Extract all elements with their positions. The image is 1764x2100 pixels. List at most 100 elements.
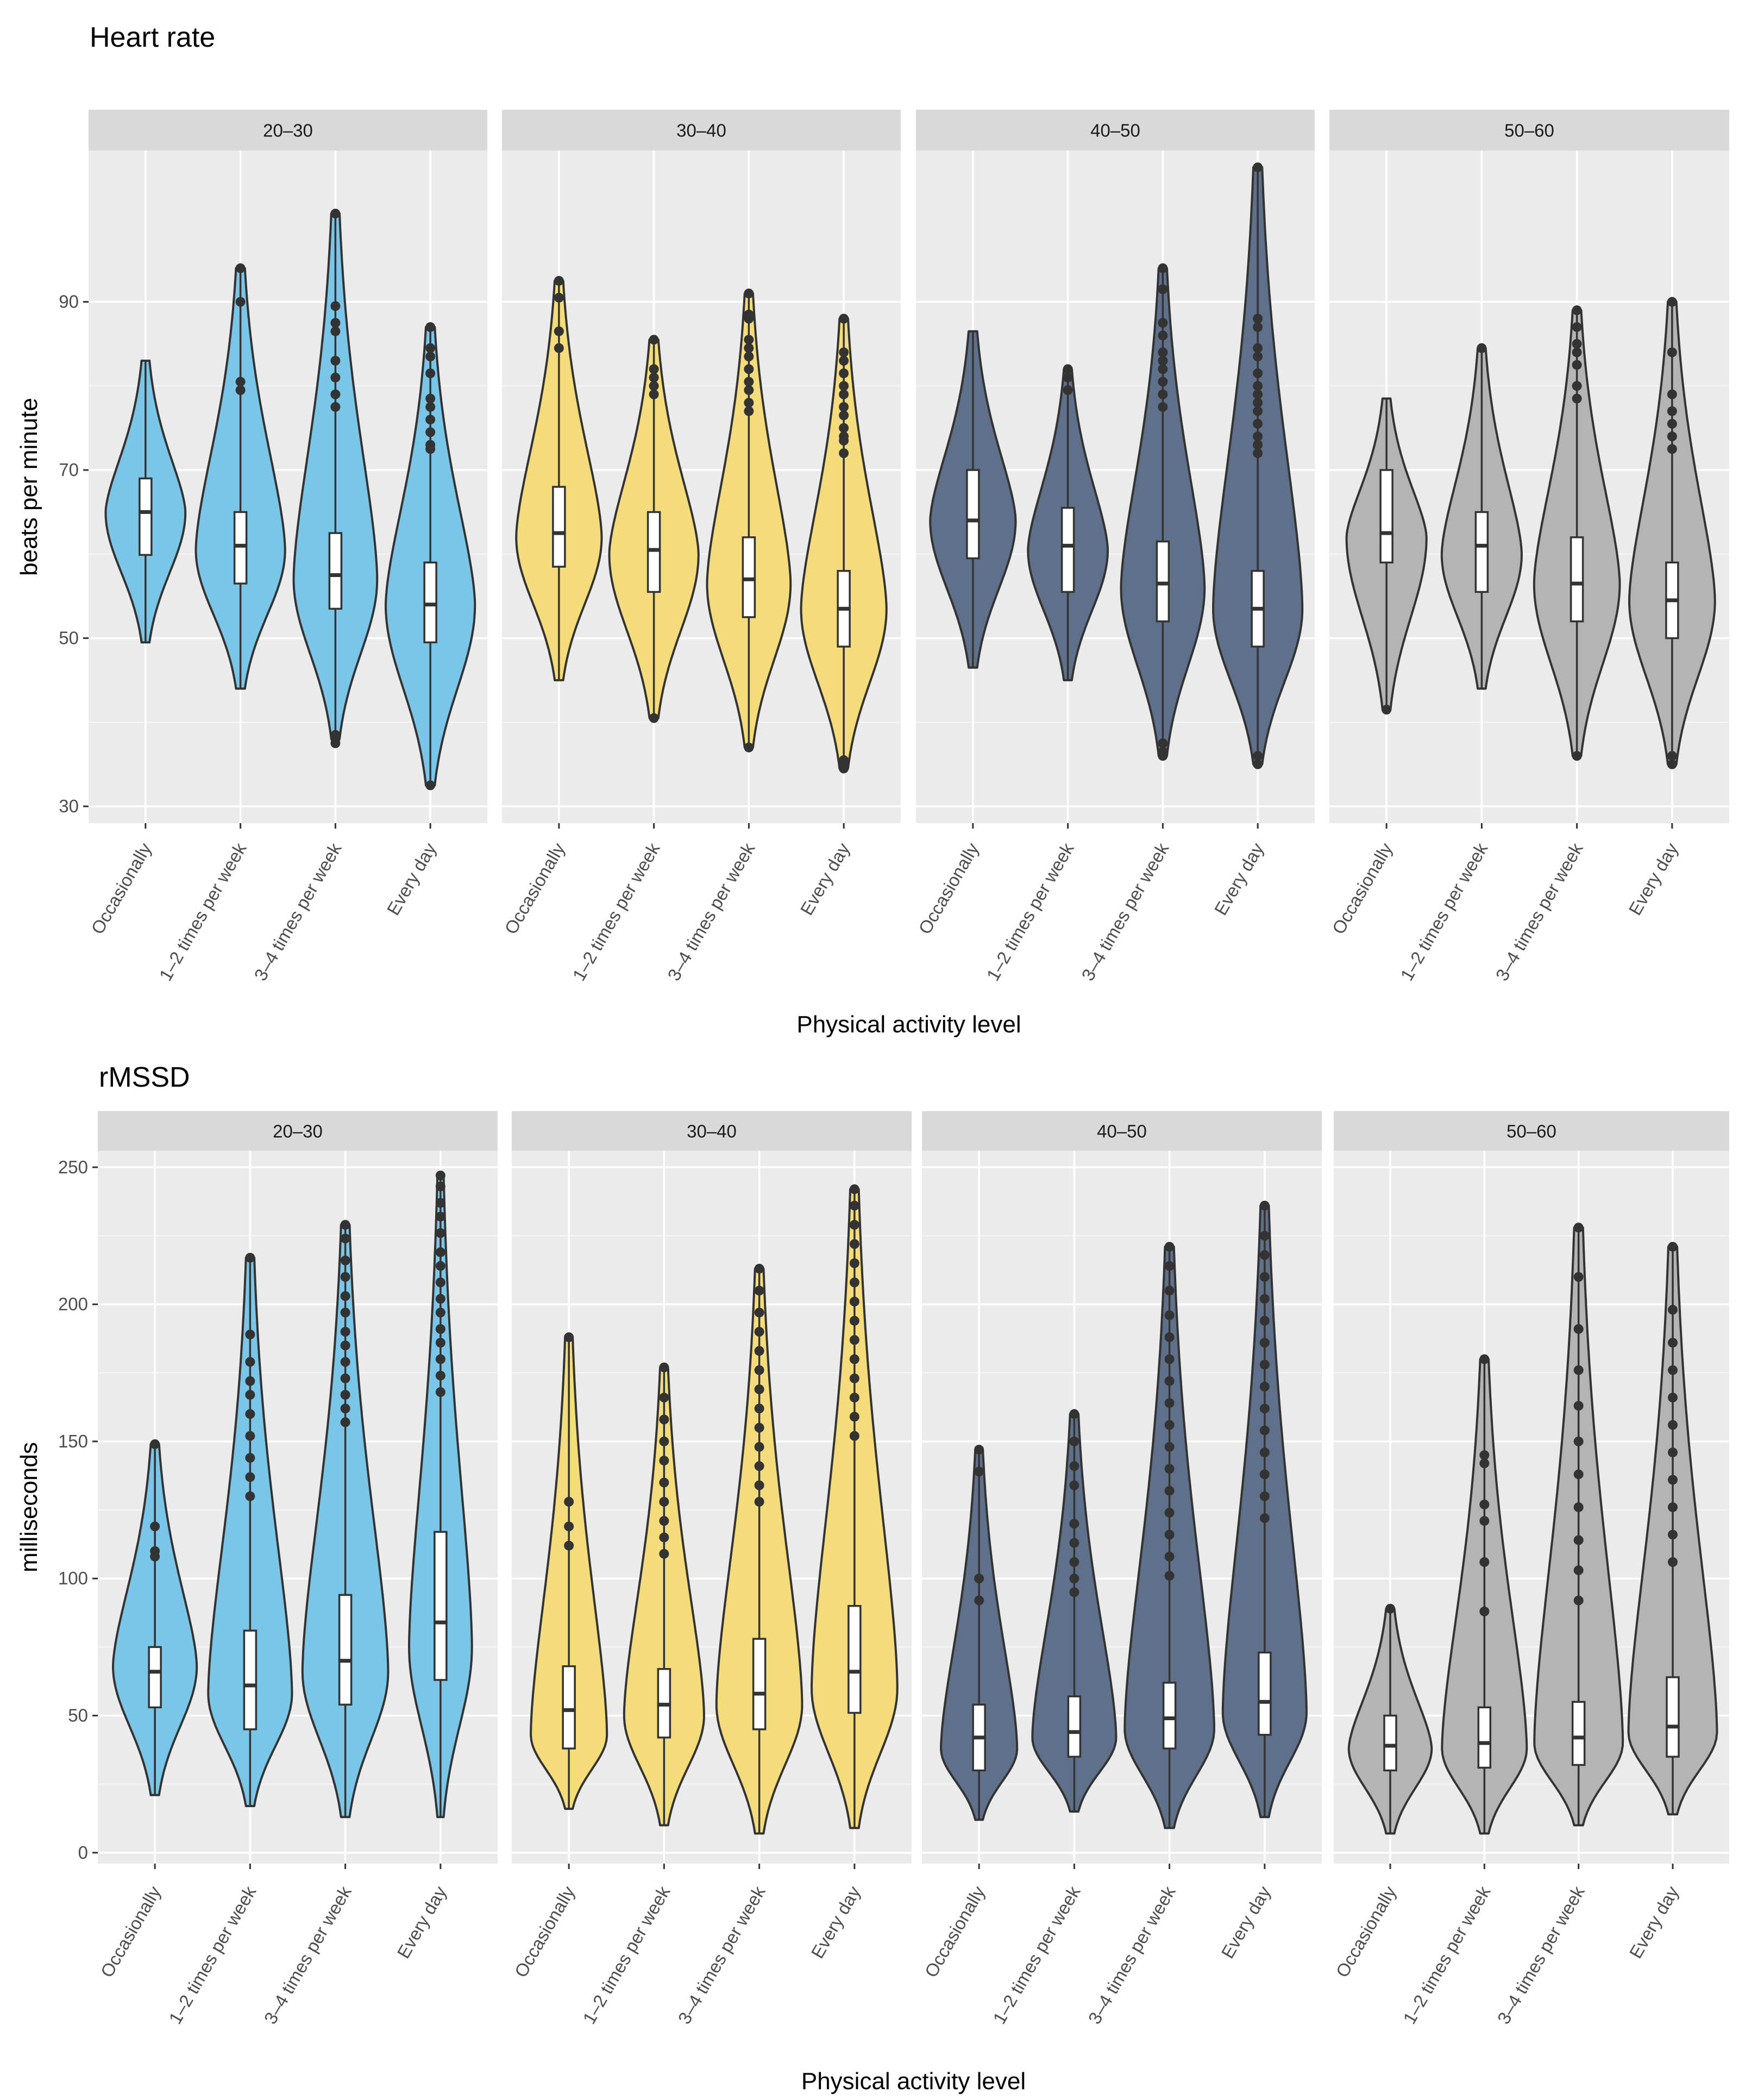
chart-rmssd-y-tick-label: 0 <box>78 1842 88 1863</box>
chart-rmssd-facet-50-60-x-tick-label-3-4-times-per-week: 3–4 times per week <box>1493 1883 1589 2028</box>
chart-heart-rate-facet-50-60-occasionally-box <box>1379 469 1393 564</box>
chart-rmssd-facet-30-40-1-2-times-per-week-violin-group <box>623 1362 705 1827</box>
chart-rmssd-facet-20-30-1-2-times-per-week-violin-group <box>207 1252 293 1807</box>
chart-rmssd-facet-50-60-3-4-times-per-week-outlier-point <box>1573 1324 1584 1334</box>
chart-heart-rate-x-axis-title: Physical activity level <box>796 1011 1021 1038</box>
chart-heart-rate-facet-50-60-1-2-times-per-week-box <box>1474 511 1489 593</box>
chart-rmssd-facet-50-60-strip-label: 50–60 <box>1506 1121 1556 1142</box>
chart-rmssd-facet-50-60-every-day-outlier-point <box>1668 1502 1678 1512</box>
chart-rmssd-facet-20-30-occasionally-box <box>148 1646 162 1709</box>
chart-rmssd-y-tick-label: 150 <box>58 1431 88 1451</box>
chart-rmssd-facet-20-30-3-4-times-per-week-outlier-point <box>340 1390 350 1400</box>
chart-rmssd-facet-50-60-every-day-outlier-point <box>1668 1557 1678 1567</box>
chart-heart-rate-facet-20-30-1-2-times-per-week-violin-group <box>194 263 286 690</box>
chart-rmssd-facet-30-40-x-tick-label-occasionally: Occasionally <box>511 1883 579 1981</box>
chart-heart-rate-facet-50-60-3-4-times-per-week-outlier-point <box>1572 347 1582 358</box>
chart-heart-rate-facet-20-30-1-2-times-per-week-outlier-point <box>235 385 246 396</box>
chart-heart-rate-facet-40-50-3-4-times-per-week-violin-group <box>1120 263 1206 761</box>
chart-rmssd-facet-20-30-3-4-times-per-week-outlier-point <box>340 1220 350 1230</box>
chart-heart-rate-facet-40-50-occasionally-violin-group <box>929 330 1017 669</box>
chart-rmssd-facet-50-60-every-day-outlier-point <box>1668 1475 1678 1485</box>
chart-heart-rate-facet-50-60-every-day-outlier-point <box>1667 418 1677 429</box>
chart-rmssd-facet-20-30-every-day-outlier-point <box>435 1261 445 1271</box>
chart-rmssd-facet-20-30-occasionally-outlier-point <box>150 1551 160 1562</box>
chart-heart-rate-facet-30-40-3-4-times-per-week-outlier-point <box>744 343 754 353</box>
chart-rmssd-facet-20-30-3-4-times-per-week-outlier-point <box>340 1233 350 1244</box>
chart-rmssd-facet-30-40-3-4-times-per-week-violin-group <box>715 1263 803 1835</box>
chart-heart-rate-facet-50-60-3-4-times-per-week-outlier-point <box>1572 305 1582 316</box>
chart-rmssd-facet-50-60-every-day-outlier-point <box>1668 1529 1678 1540</box>
chart-heart-rate-facet-40-50-every-day-outlier-point <box>1253 759 1263 769</box>
chart-heart-rate-facet-20-30-every-day-outlier-point <box>425 444 436 454</box>
chart-rmssd-facet-20-30-3-4-times-per-week-outlier-point <box>340 1272 350 1282</box>
chart-rmssd-facet-30-40-strip <box>512 1111 912 1151</box>
chart-rmssd-facet-40-50-strip <box>922 1111 1322 1151</box>
chart-heart-rate-facet-30-40-every-day-outlier-point <box>839 402 849 412</box>
chart-heart-rate-facet-20-30-x-tick-label-1-2-times-per-week: 1–2 times per week <box>155 839 250 985</box>
chart-rmssd-facet-40-50-occasionally-outlier-point <box>974 1595 984 1606</box>
chart-rmssd-facet-30-40-3-4-times-per-week-outlier-point <box>754 1496 764 1507</box>
chart-rmssd-facet-50-60-3-4-times-per-week-outlier-point <box>1573 1565 1584 1576</box>
chart-rmssd-facet-30-40-occasionally-outlier-point <box>564 1496 574 1507</box>
chart-rmssd-facet-40-50-every-day-outlier-point <box>1259 1231 1270 1241</box>
chart-heart-rate-facet-50-60-every-day-outlier-point <box>1667 389 1677 399</box>
chart-rmssd-facet-40-50-x-tick-label-1-2-times-per-week: 1–2 times per week <box>989 1883 1084 2028</box>
chart-rmssd-facet-30-40-3-4-times-per-week-outlier-point <box>754 1441 764 1452</box>
chart-heart-rate-facet-50-60-x-tick-label-1-2-times-per-week: 1–2 times per week <box>1396 839 1491 985</box>
chart-rmssd-facet-20-30-every-day-outlier-point <box>435 1198 445 1208</box>
chart-heart-rate-facet-50-60-every-day-violin-group <box>1628 297 1716 769</box>
chart-heart-rate-facet-40-50-1-2-times-per-week-box <box>1060 506 1075 593</box>
chart-rmssd-facet-30-40-every-day-outlier-point <box>849 1239 859 1249</box>
chart-heart-rate-facet-40-50-every-day-outlier-point <box>1253 431 1263 442</box>
chart-rmssd-facet-30-40-1-2-times-per-week-outlier-point <box>659 1549 669 1559</box>
chart-rmssd-facet-20-30-3-4-times-per-week-violin-group <box>301 1220 390 1819</box>
chart-rmssd-facet-30-40-1-2-times-per-week-outlier-point <box>659 1436 669 1446</box>
chart-rmssd-facet-40-50-strip-label: 40–50 <box>1097 1121 1147 1142</box>
chart-heart-rate-facet-30-40: 30–40 Occasionally 1–2 times per week 3–4 t… <box>500 110 901 984</box>
chart-heart-rate-facet-50-60-occasionally-violin-group <box>1345 397 1428 715</box>
chart-heart-rate-facet-50-60-3-4-times-per-week-outlier-point <box>1572 381 1582 391</box>
chart-rmssd-facet-40-50-1-2-times-per-week-outlier-point <box>1069 1519 1079 1529</box>
chart-heart-rate-y-tick-label: 90 <box>59 292 79 312</box>
chart-heart-rate-facet-20-30-1-2-times-per-week-outlier-point <box>235 297 246 307</box>
chart-rmssd-facet-20-30-1-2-times-per-week-outlier-point <box>245 1252 255 1263</box>
chart-heart-rate-facet-40-50-strip <box>916 110 1315 151</box>
chart-rmssd-facet-20-30-3-4-times-per-week-outlier-point <box>340 1417 350 1427</box>
chart-rmssd-facet-20-30-occasionally-outlier-point <box>150 1439 160 1449</box>
chart-rmssd-facet-30-40-x-tick-label-3-4-times-per-week: 3–4 times per week <box>674 1883 769 2028</box>
chart-heart-rate-facet-20-30-1-2-times-per-week-outlier-point <box>235 377 246 387</box>
chart-rmssd-facet-50-60-3-4-times-per-week-outlier-point <box>1573 1272 1584 1282</box>
chart-rmssd-facet-40-50-3-4-times-per-week-box <box>1162 1682 1177 1750</box>
chart-rmssd-facet-40-50-every-day-box <box>1258 1651 1272 1736</box>
chart-rmssd-facet-40-50-occasionally-outlier-point <box>974 1445 984 1455</box>
chart-heart-rate-facet-40-50-3-4-times-per-week-outlier-point <box>1158 738 1168 748</box>
chart-heart-rate-facet-20-30-3-4-times-per-week-outlier-point <box>330 318 341 328</box>
chart-rmssd-facet-30-40-every-day-outlier-point <box>849 1184 859 1194</box>
chart-rmssd-facet-30-40-occasionally-violin-group <box>530 1332 608 1810</box>
chart-rmssd-facet-30-40-every-day-outlier-point <box>849 1354 859 1364</box>
chart-rmssd-facet-30-40-every-day-outlier-point <box>849 1296 859 1307</box>
chart-heart-rate-facet-30-40-3-4-times-per-week-outlier-point <box>744 385 754 396</box>
chart-heart-rate-facet-40-50-1-2-times-per-week-outlier-point <box>1063 372 1073 383</box>
chart-heart-rate-y-tick-label: 30 <box>59 796 79 816</box>
chart-rmssd-facet-30-40-x-tick-label-every-day: Every day <box>807 1883 865 1962</box>
chart-heart-rate-facet-40-50-every-day-outlier-point <box>1253 381 1263 391</box>
chart-rmssd-facet-50-60-3-4-times-per-week-outlier-point <box>1573 1436 1584 1446</box>
chart-heart-rate-facet-40-50-every-day-outlier-point <box>1253 418 1263 429</box>
chart-heart-rate-facet-50-60-strip <box>1329 110 1729 151</box>
chart-heart-rate-facet-20-30-every-day-outlier-point <box>425 393 436 404</box>
chart-heart-rate-facet-50-60-3-4-times-per-week-outlier-point <box>1572 393 1582 404</box>
chart-heart-rate-facet-20-30-every-day-outlier-point <box>425 427 436 437</box>
chart-heart-rate-facet-40-50-1-2-times-per-week-outlier-point <box>1063 385 1073 396</box>
chart-heart-rate-facet-40-50-every-day-outlier-point <box>1253 398 1263 408</box>
chart-heart-rate-facet-40-50-x-tick-label-occasionally: Occasionally <box>914 839 983 938</box>
chart-heart-rate-facet-40-50-every-day-outlier-point <box>1253 368 1263 379</box>
chart-rmssd-facet-40-50-every-day-outlier-point <box>1259 1294 1270 1304</box>
chart-heart-rate-facet-30-40-occasionally-outlier-point <box>554 326 564 336</box>
chart-rmssd-facet-30-40-1-2-times-per-week-outlier-point <box>659 1532 669 1543</box>
chart-rmssd-facet-30-40-every-day-outlier-point <box>849 1393 859 1403</box>
chart-rmssd-facet-40-50-1-2-times-per-week-outlier-point <box>1069 1436 1079 1446</box>
chart-rmssd-facet-50-60-x-tick-label-1-2-times-per-week: 1–2 times per week <box>1399 1883 1494 2028</box>
chart-rmssd-facet-50-60-every-day-outlier-point <box>1668 1305 1678 1315</box>
